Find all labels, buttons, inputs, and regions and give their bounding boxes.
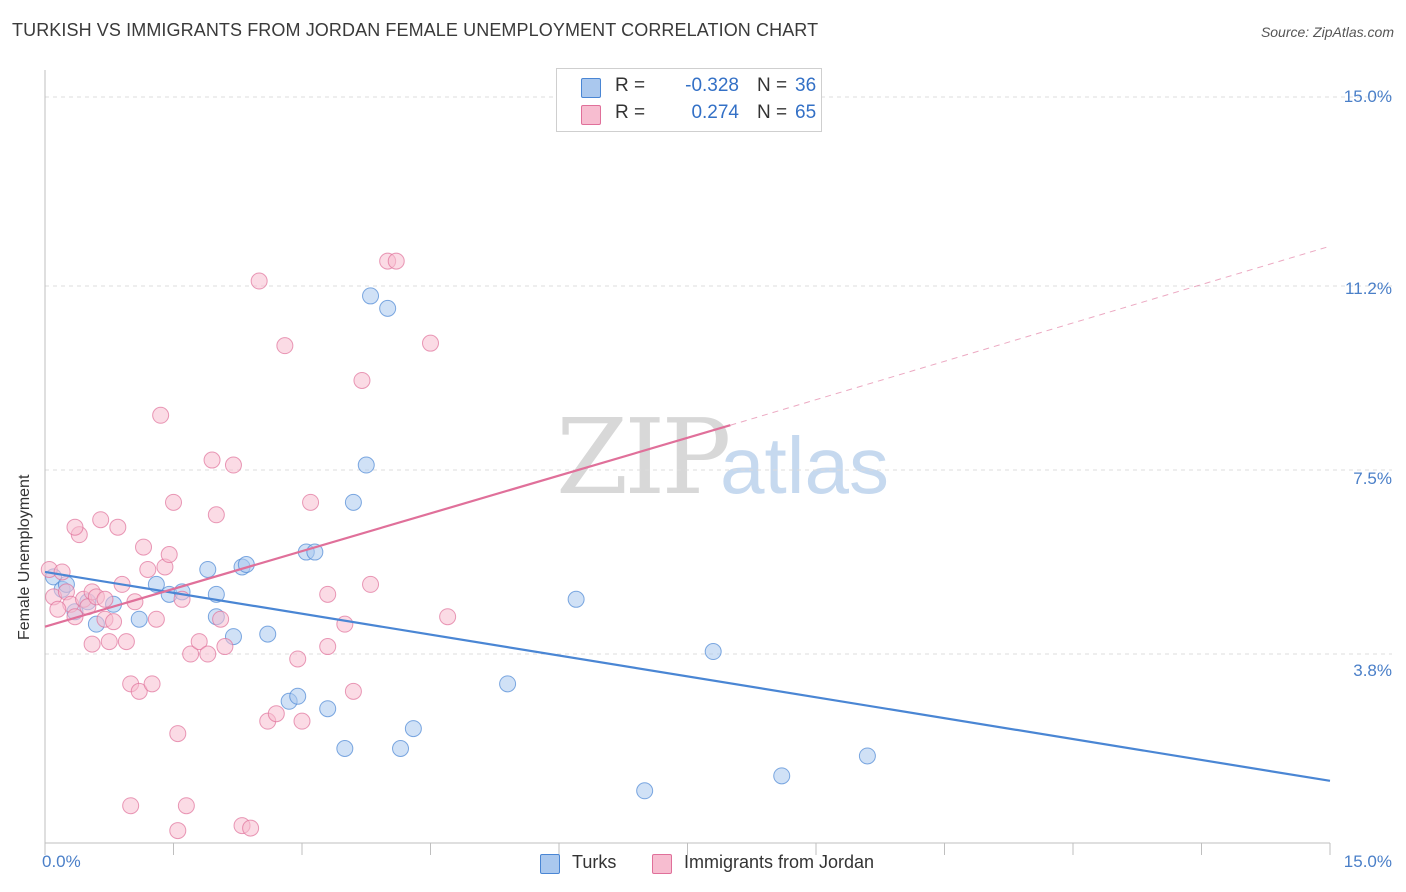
turks-trend-line	[44, 570, 1331, 782]
turks-point	[499, 675, 517, 693]
jordan-trend-line-dashed	[730, 245, 1331, 426]
x-tick-label-0: 0.0%	[42, 852, 81, 871]
jordan-point	[165, 493, 182, 511]
jordan-point	[92, 511, 110, 529]
jordan-point	[250, 272, 268, 290]
chart-source: Source: ZipAtlas.com	[1260, 24, 1394, 40]
jordan-point	[109, 518, 127, 536]
jordan-point	[66, 518, 84, 536]
jordan-point	[169, 822, 187, 840]
jordan-point	[139, 560, 157, 578]
jordan-point	[83, 635, 101, 653]
jordan-point	[387, 252, 405, 270]
jordan-point	[199, 645, 217, 663]
jordan-point	[152, 406, 170, 424]
turks-point	[130, 610, 148, 628]
jordan-point	[122, 797, 140, 815]
jordan-trend-line	[44, 424, 731, 628]
jordan-point	[276, 337, 294, 355]
turks-point	[858, 747, 876, 765]
turks-point	[773, 767, 791, 785]
legend-n-label: N =	[757, 102, 788, 123]
jordan-point	[130, 682, 148, 700]
legend-n-label: N =	[757, 75, 788, 96]
y-tick-label-15: 15.0%	[1343, 87, 1392, 106]
turks-point	[336, 740, 354, 758]
jordan-point	[190, 633, 208, 651]
jordan-point	[207, 506, 225, 524]
jordan-point	[216, 638, 234, 656]
jordan-point	[267, 705, 285, 723]
jordan-point	[293, 712, 311, 730]
turks-point	[404, 720, 422, 738]
jordan-point	[344, 682, 362, 700]
jordan-point	[105, 613, 123, 631]
turks-point	[319, 700, 337, 718]
jordan-point	[289, 650, 307, 668]
bottom-legend-swatch-jordan	[652, 854, 672, 874]
jordan-point	[319, 638, 337, 656]
y-tick-label-3-8: 3.8%	[1353, 661, 1392, 680]
jordan-point	[212, 610, 230, 628]
legend-n-value: 36	[795, 75, 817, 96]
turks-point	[392, 740, 410, 758]
legend-swatch-jordan	[581, 105, 601, 125]
watermark-atlas: atlas	[720, 421, 889, 510]
legend: R = -0.328 N = 36 R = 0.274 N = 65	[556, 68, 822, 132]
bottom-legend-swatch-turks	[540, 854, 560, 874]
turks-point	[636, 782, 654, 800]
jordan-point	[117, 633, 135, 651]
jordan-point	[100, 633, 118, 651]
jordan-point	[143, 675, 161, 693]
turks-point	[199, 560, 217, 578]
legend-swatch-turks	[581, 78, 601, 98]
x-tick-label-15: 15.0%	[1343, 852, 1392, 871]
turks-point	[704, 643, 722, 661]
jordan-point	[169, 725, 187, 743]
legend-r-value: -0.328	[685, 75, 739, 96]
chart-title: TURKISH VS IMMIGRANTS FROM JORDAN FEMALE…	[12, 20, 819, 40]
y-tick-label-11-2: 11.2%	[1345, 279, 1392, 298]
legend-r-label: R =	[615, 75, 646, 96]
jordan-point	[135, 538, 153, 556]
legend-r-label: R =	[615, 102, 646, 123]
jordan-point	[319, 585, 337, 603]
turks-point	[344, 493, 362, 511]
jordan-point	[302, 493, 320, 511]
turks-point	[362, 287, 380, 305]
bottom-legend-label-turks: Turks	[572, 852, 617, 872]
jordan-point	[439, 608, 457, 626]
turks-point	[567, 590, 585, 608]
bottom-legend-label-jordan: Immigrants from Jordan	[684, 852, 875, 872]
jordan-point	[203, 451, 221, 469]
turks-point	[289, 687, 307, 705]
jordan-point	[177, 797, 195, 815]
jordan-point	[96, 590, 114, 608]
jordan-point	[242, 819, 260, 837]
y-tick-label-7-5: 7.5%	[1353, 469, 1392, 488]
turks-point	[357, 456, 375, 474]
jordan-point	[336, 615, 354, 633]
jordan-point	[160, 546, 178, 564]
jordan-point	[422, 334, 439, 352]
watermark-zip: ZIP	[556, 396, 731, 518]
y-axis-label: Female Unemployment	[16, 474, 33, 640]
jordan-point	[182, 645, 200, 663]
legend-r-value: 0.274	[691, 102, 739, 123]
legend-n-value: 65	[795, 102, 817, 123]
jordan-point	[353, 371, 371, 389]
turks-point	[259, 625, 277, 643]
turks-point	[379, 299, 397, 317]
jordan-point	[362, 575, 380, 593]
jordan-point	[53, 563, 71, 581]
jordan-point	[147, 610, 165, 628]
jordan-point	[224, 456, 242, 474]
jordan-point	[49, 600, 67, 618]
